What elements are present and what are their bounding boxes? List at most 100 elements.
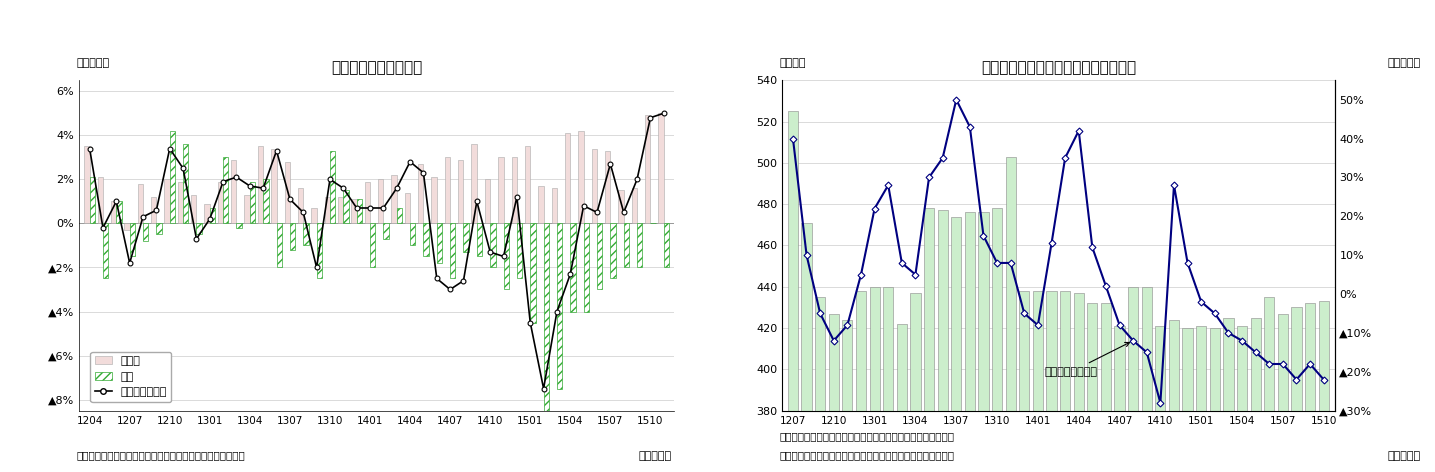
Title: 外食産業売上高の推移: 外食産業売上高の推移 bbox=[331, 60, 422, 75]
Bar bbox=[1250, 318, 1261, 472]
Bar bbox=[485, 179, 491, 223]
Bar bbox=[263, 179, 268, 223]
Bar bbox=[557, 223, 563, 388]
Text: 前年比（右目盛）: 前年比（右目盛） bbox=[1045, 343, 1129, 377]
Bar bbox=[531, 223, 535, 322]
Bar bbox=[277, 223, 281, 268]
Bar bbox=[897, 324, 907, 472]
Bar bbox=[855, 291, 867, 472]
Bar bbox=[610, 223, 616, 278]
Bar bbox=[98, 177, 103, 223]
Bar bbox=[472, 144, 476, 223]
Bar bbox=[125, 223, 129, 230]
Bar bbox=[191, 195, 197, 223]
Bar bbox=[151, 197, 156, 223]
Bar bbox=[298, 188, 303, 223]
Bar bbox=[883, 287, 894, 472]
Bar bbox=[144, 223, 148, 241]
Title: 新車販売台数（含む軽乗用車）の推移: 新車販売台数（含む軽乗用車）の推移 bbox=[980, 60, 1137, 75]
Bar bbox=[370, 223, 376, 268]
Bar bbox=[491, 223, 495, 268]
Bar bbox=[1277, 313, 1289, 472]
Bar bbox=[405, 193, 410, 223]
Bar bbox=[129, 223, 135, 256]
Bar bbox=[606, 151, 610, 223]
Bar bbox=[1237, 326, 1247, 472]
Bar bbox=[1292, 307, 1302, 472]
Bar bbox=[1033, 291, 1043, 472]
Bar bbox=[324, 197, 330, 223]
Text: （資料）日本自動車販売協会連合会、全国軽自動車協会連合会: （資料）日本自動車販売協会連合会、全国軽自動車協会連合会 bbox=[779, 450, 954, 460]
Bar bbox=[451, 223, 455, 278]
Bar bbox=[1182, 328, 1192, 472]
Bar bbox=[178, 182, 184, 223]
Bar bbox=[964, 212, 974, 472]
Bar bbox=[1155, 326, 1165, 472]
Text: （注）季節調整済・年率換算値（季節調整は当研究所による）: （注）季節調整済・年率換算値（季節調整は当研究所による） bbox=[779, 431, 954, 441]
Bar bbox=[979, 212, 989, 472]
Bar bbox=[937, 211, 947, 472]
Bar bbox=[591, 149, 597, 223]
Bar bbox=[1128, 287, 1138, 472]
Bar bbox=[1060, 291, 1071, 472]
Bar bbox=[910, 293, 920, 472]
Bar bbox=[432, 177, 436, 223]
Bar bbox=[339, 197, 343, 223]
Bar bbox=[156, 223, 162, 235]
Bar bbox=[544, 223, 550, 411]
Bar bbox=[802, 223, 812, 472]
Bar bbox=[317, 223, 321, 278]
Bar bbox=[1088, 303, 1098, 472]
Bar bbox=[788, 111, 798, 472]
Bar bbox=[828, 313, 839, 472]
Bar bbox=[357, 199, 362, 223]
Bar bbox=[436, 223, 442, 263]
Bar bbox=[1142, 287, 1152, 472]
Bar bbox=[584, 223, 588, 312]
Bar bbox=[218, 182, 222, 223]
Bar bbox=[464, 223, 469, 252]
Bar bbox=[551, 188, 557, 223]
Bar bbox=[458, 160, 464, 223]
Bar bbox=[165, 179, 169, 223]
Bar bbox=[517, 223, 522, 278]
Bar bbox=[184, 144, 188, 223]
Text: （万台）: （万台） bbox=[779, 59, 805, 68]
Bar bbox=[538, 186, 544, 223]
Bar bbox=[204, 203, 210, 223]
Bar bbox=[197, 223, 202, 235]
Bar bbox=[311, 208, 317, 223]
Bar bbox=[1210, 328, 1220, 472]
Bar bbox=[659, 113, 664, 223]
Bar bbox=[1264, 297, 1274, 472]
Bar bbox=[618, 190, 624, 223]
Text: （年・月）: （年・月） bbox=[1388, 451, 1421, 461]
Bar bbox=[664, 223, 669, 268]
Bar bbox=[103, 223, 108, 278]
Bar bbox=[1223, 318, 1234, 472]
Bar bbox=[842, 320, 852, 472]
Bar bbox=[237, 223, 243, 228]
Bar bbox=[85, 146, 89, 223]
Bar bbox=[870, 287, 880, 472]
Bar bbox=[1019, 291, 1029, 472]
Bar bbox=[1304, 303, 1314, 472]
Bar bbox=[504, 223, 509, 289]
Bar bbox=[330, 151, 336, 223]
Bar bbox=[383, 223, 389, 239]
Bar bbox=[570, 223, 575, 312]
Bar bbox=[476, 223, 482, 256]
Legend: 客単価, 客数, 外食産業売上高: 客単価, 客数, 外食産業売上高 bbox=[90, 352, 171, 402]
Bar bbox=[343, 190, 349, 223]
Bar bbox=[1319, 301, 1329, 472]
Bar bbox=[565, 133, 570, 223]
Bar bbox=[1073, 293, 1083, 472]
Bar bbox=[423, 223, 429, 256]
Bar bbox=[303, 223, 309, 245]
Text: （資料）日本フードサービス協会「外食産業市場動向調査」: （資料）日本フードサービス協会「外食産業市場動向調査」 bbox=[76, 450, 245, 460]
Bar bbox=[578, 131, 584, 223]
Bar bbox=[951, 217, 961, 472]
Bar bbox=[924, 208, 934, 472]
Bar bbox=[352, 199, 357, 223]
Bar bbox=[244, 195, 250, 223]
